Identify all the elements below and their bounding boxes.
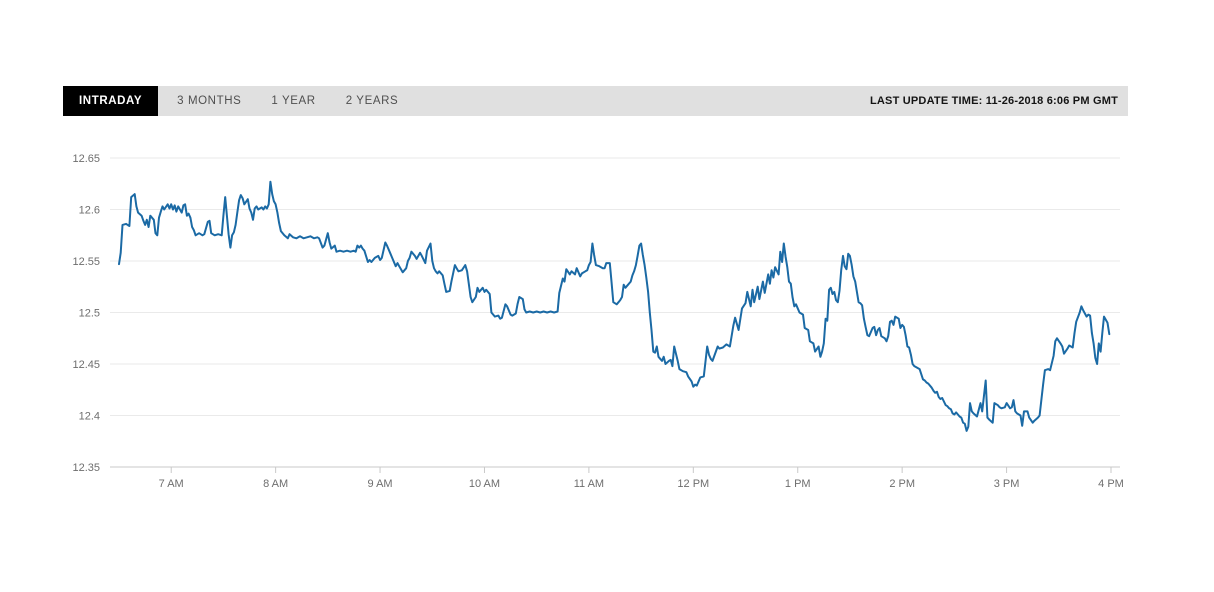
- x-axis-label: 10 AM: [469, 478, 500, 490]
- x-axis-label: 8 AM: [263, 478, 288, 490]
- y-axis-label: 12.45: [72, 359, 100, 371]
- y-axis-label: 12.35: [72, 462, 100, 474]
- tab-intraday[interactable]: INTRADAY: [63, 86, 159, 116]
- x-axis-label: 12 PM: [677, 478, 709, 490]
- last-update-time: LAST UPDATE TIME: 11-26-2018 6:06 PM GMT: [869, 95, 1118, 107]
- tab-3-months[interactable]: 3 MONTHS: [177, 95, 242, 107]
- x-axis-label: 4 PM: [1098, 478, 1124, 490]
- y-axis-label: 12.4: [79, 411, 100, 423]
- x-axis-label: 1 PM: [785, 478, 811, 490]
- x-axis-label: 9 AM: [368, 478, 393, 490]
- x-axis-label: 7 AM: [159, 478, 184, 490]
- y-axis-label: 12.55: [72, 256, 100, 268]
- x-axis-label: 3 PM: [994, 478, 1020, 490]
- x-axis-label: 11 AM: [574, 478, 604, 490]
- x-axis-label: 2 PM: [889, 478, 915, 490]
- tab-2-years[interactable]: 2 YEARS: [345, 95, 399, 107]
- tab-1-year[interactable]: 1 YEAR: [271, 95, 316, 107]
- y-axis-label: 12.5: [79, 308, 100, 320]
- price-line-intraday-price: [118, 180, 1111, 432]
- chart-period-tabbar: INTRADAY 3 MONTHS 1 YEAR 2 YEARS LAST UP…: [63, 86, 1128, 116]
- y-axis-label: 12.6: [79, 205, 100, 217]
- y-axis-label: 12.65: [72, 153, 100, 165]
